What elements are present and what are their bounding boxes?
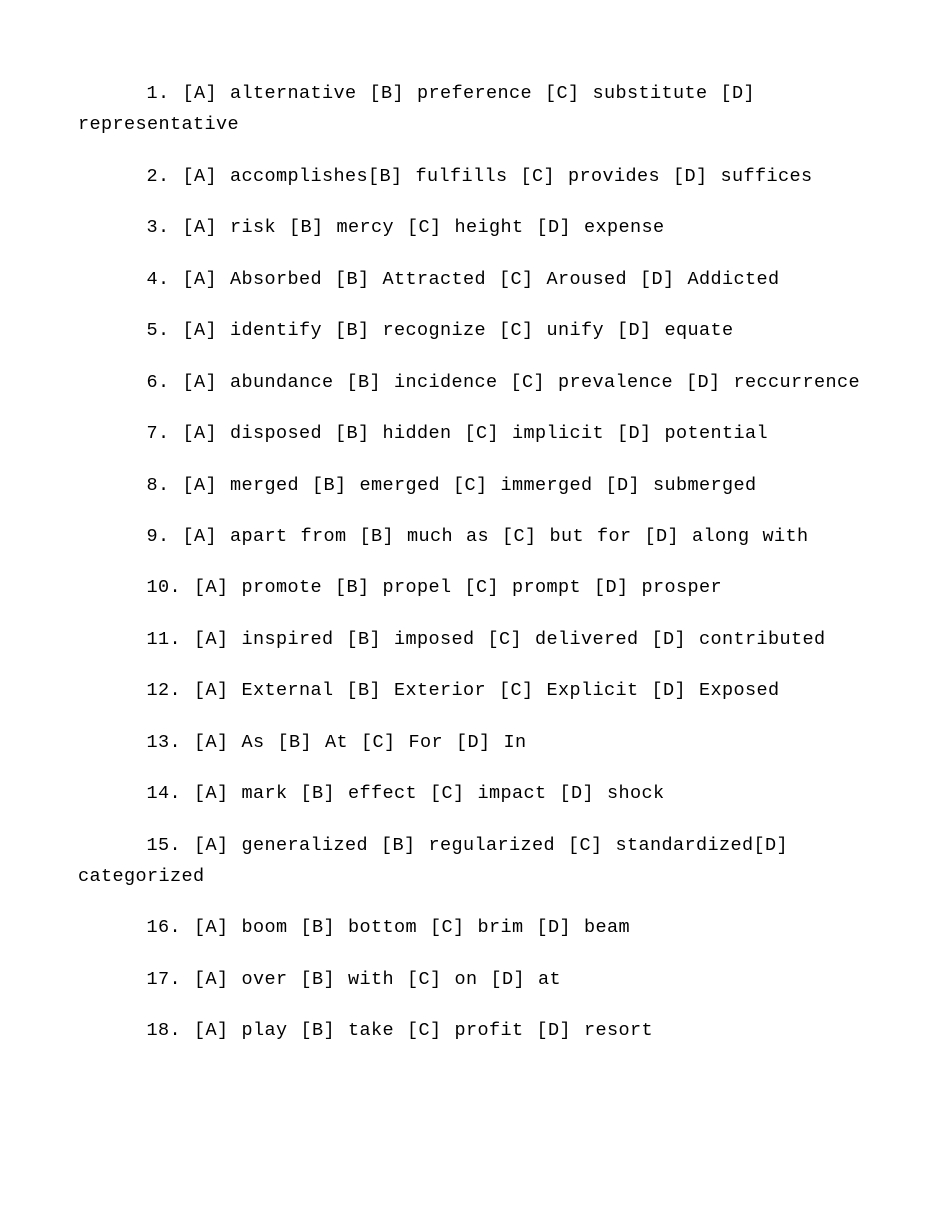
question-text: 7. [A] disposed [B] hidden [C] implicit … <box>78 418 867 449</box>
question-text: 6. [A] abundance [B] incidence [C] preva… <box>78 367 867 398</box>
question-item: 14. [A] mark [B] effect [C] impact [D] s… <box>78 778 867 809</box>
question-item: 16. [A] boom [B] bottom [C] brim [D] bea… <box>78 912 867 943</box>
question-item: 6. [A] abundance [B] incidence [C] preva… <box>78 367 867 398</box>
question-text: 18. [A] play [B] take [C] profit [D] res… <box>78 1015 867 1046</box>
question-text: 10. [A] promote [B] propel [C] prompt [D… <box>78 572 867 603</box>
question-text: 14. [A] mark [B] effect [C] impact [D] s… <box>78 778 867 809</box>
question-text: 15. [A] generalized [B] regularized [C] … <box>78 830 867 893</box>
question-item: 1. [A] alternative [B] preference [C] su… <box>78 78 867 141</box>
question-text: 1. [A] alternative [B] preference [C] su… <box>78 78 867 141</box>
question-item: 5. [A] identify [B] recognize [C] unify … <box>78 315 867 346</box>
question-item: 2. [A] accomplishes[B] fulfills [C] prov… <box>78 161 867 192</box>
question-item: 3. [A] risk [B] mercy [C] height [D] exp… <box>78 212 867 243</box>
question-text: 12. [A] External [B] Exterior [C] Explic… <box>78 675 867 706</box>
question-text: 9. [A] apart from [B] much as [C] but fo… <box>78 521 867 552</box>
question-item: 13. [A] As [B] At [C] For [D] In <box>78 727 867 758</box>
question-item: 10. [A] promote [B] propel [C] prompt [D… <box>78 572 867 603</box>
question-text: 16. [A] boom [B] bottom [C] brim [D] bea… <box>78 912 867 943</box>
question-item: 12. [A] External [B] Exterior [C] Explic… <box>78 675 867 706</box>
question-text: 5. [A] identify [B] recognize [C] unify … <box>78 315 867 346</box>
question-item: 8. [A] merged [B] emerged [C] immerged [… <box>78 470 867 501</box>
question-text: 2. [A] accomplishes[B] fulfills [C] prov… <box>78 161 867 192</box>
question-text: 17. [A] over [B] with [C] on [D] at <box>78 964 867 995</box>
question-item: 7. [A] disposed [B] hidden [C] implicit … <box>78 418 867 449</box>
question-item: 15. [A] generalized [B] regularized [C] … <box>78 830 867 893</box>
question-text: 4. [A] Absorbed [B] Attracted [C] Arouse… <box>78 264 867 295</box>
question-text: 11. [A] inspired [B] imposed [C] deliver… <box>78 624 867 655</box>
question-item: 4. [A] Absorbed [B] Attracted [C] Arouse… <box>78 264 867 295</box>
question-item: 9. [A] apart from [B] much as [C] but fo… <box>78 521 867 552</box>
question-text: 8. [A] merged [B] emerged [C] immerged [… <box>78 470 867 501</box>
question-item: 18. [A] play [B] take [C] profit [D] res… <box>78 1015 867 1046</box>
question-text: 13. [A] As [B] At [C] For [D] In <box>78 727 867 758</box>
question-item: 17. [A] over [B] with [C] on [D] at <box>78 964 867 995</box>
question-item: 11. [A] inspired [B] imposed [C] deliver… <box>78 624 867 655</box>
question-list: 1. [A] alternative [B] preference [C] su… <box>78 78 867 1047</box>
question-text: 3. [A] risk [B] mercy [C] height [D] exp… <box>78 212 867 243</box>
